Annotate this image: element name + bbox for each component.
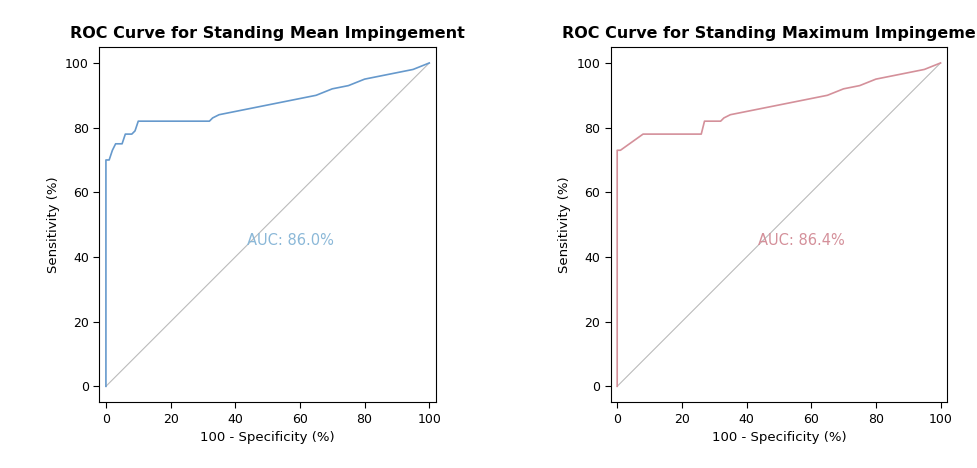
Text: AUC: 86.4%: AUC: 86.4% — [757, 234, 844, 249]
Y-axis label: Sensitivity (%): Sensitivity (%) — [47, 176, 60, 273]
Title: ROC Curve for Standing Maximum Impingement: ROC Curve for Standing Maximum Impingeme… — [562, 27, 977, 42]
Text: AUC: 86.0%: AUC: 86.0% — [246, 234, 333, 249]
X-axis label: 100 - Specificity (%): 100 - Specificity (%) — [200, 431, 334, 445]
Title: ROC Curve for Standing Mean Impingement: ROC Curve for Standing Mean Impingement — [70, 27, 464, 42]
Y-axis label: Sensitivity (%): Sensitivity (%) — [557, 176, 571, 273]
X-axis label: 100 - Specificity (%): 100 - Specificity (%) — [711, 431, 845, 445]
